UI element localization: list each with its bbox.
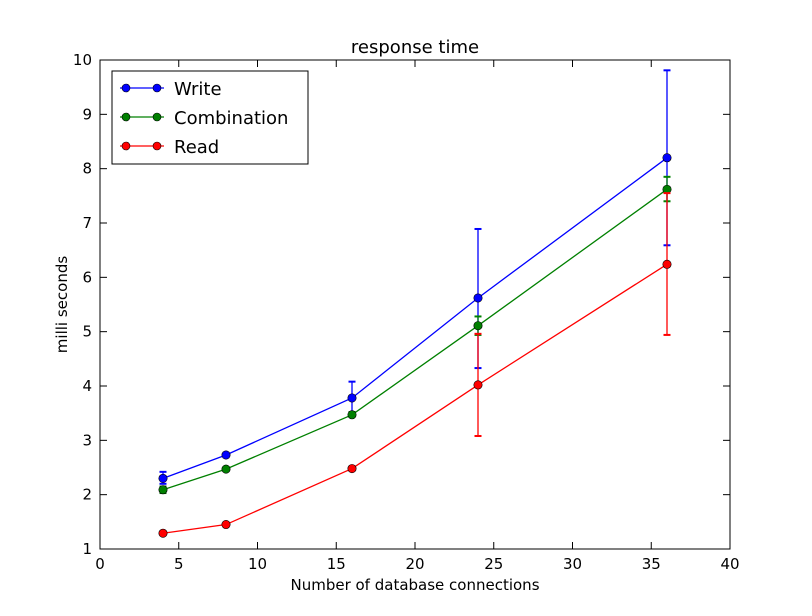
x-tick-label: 20 [405, 555, 424, 573]
series-write [158, 69, 672, 485]
data-point-combination [347, 410, 357, 420]
axis-layer: 0 5 10 15 20 25 30 35 40 1 2 3 4 5 6 7 8 9 10 [73, 51, 740, 573]
y-axis-label: milli seconds [53, 256, 71, 354]
data-point-read [473, 380, 483, 390]
legend-marker-read [121, 141, 131, 151]
y-tick-label: 8 [82, 160, 92, 178]
series-combination [158, 175, 672, 495]
data-point-write [473, 293, 483, 303]
data-point-write [662, 153, 672, 163]
data-point-combination [158, 485, 168, 495]
legend-item-write: Write [120, 79, 222, 100]
chart-title: response time [351, 37, 479, 58]
y-tick-label: 1 [82, 540, 92, 558]
legend-marker-combination [152, 112, 162, 122]
legend-marker-write [152, 83, 162, 93]
x-tick-label: 40 [720, 555, 739, 573]
y-tick-label: 7 [82, 214, 92, 232]
y-tick-label: 5 [82, 323, 92, 341]
y-tick-label: 10 [73, 51, 92, 69]
y-tick-label: 3 [82, 431, 92, 449]
x-tick-label: 5 [174, 555, 184, 573]
legend-item-combination: Combination [120, 108, 288, 129]
x-tick-label: 30 [563, 555, 582, 573]
x-tick-label: 0 [95, 555, 105, 573]
x-axis-label: Number of database connections [290, 576, 539, 594]
legend-marker-combination [121, 112, 131, 122]
y-tick-label: 4 [82, 377, 92, 395]
data-point-read [158, 528, 168, 538]
x-tick-label: 35 [642, 555, 661, 573]
data-point-write [158, 473, 168, 483]
series-read [158, 192, 672, 538]
x-tick-label: 25 [484, 555, 503, 573]
legend: Write Combination Read [111, 70, 309, 165]
x-tick-label: 10 [248, 555, 267, 573]
legend-item-read: Read [120, 137, 219, 158]
data-point-write [221, 450, 231, 460]
data-point-read [221, 520, 231, 530]
y-tick-label: 6 [82, 268, 92, 286]
y-tick-label: 2 [82, 486, 92, 504]
data-point-write [347, 393, 357, 403]
y-tick-label: 9 [82, 105, 92, 123]
legend-label-combination: Combination [174, 108, 288, 129]
data-point-combination [221, 464, 231, 474]
data-point-combination [473, 321, 483, 331]
x-tick-label: 15 [327, 555, 346, 573]
data-point-read [662, 259, 672, 269]
legend-marker-write [121, 83, 131, 93]
legend-marker-read [152, 141, 162, 151]
legend-label-write: Write [174, 79, 222, 100]
legend-label-read: Read [174, 137, 219, 158]
data-point-read [347, 464, 357, 474]
plot-layer [158, 69, 672, 538]
